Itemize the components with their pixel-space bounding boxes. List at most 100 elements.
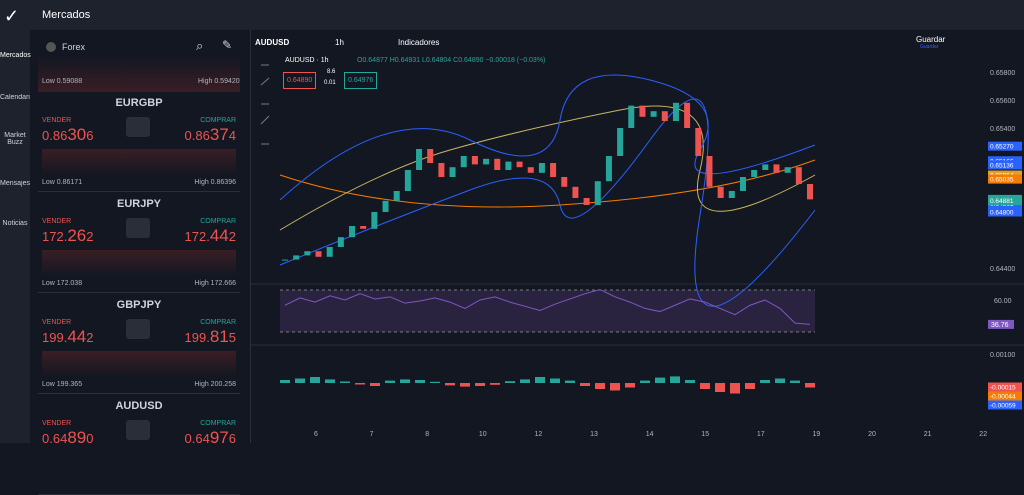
buy-label: COMPRAR [200,420,236,427]
sparkline-bg [42,149,236,175]
candle [639,105,646,117]
nav-item[interactable]: Market Buzz [4,132,26,146]
macd-bar [445,383,455,386]
ohlc: O0.64877 H0.64931 L0.64804 C0.64890 −0.0… [357,57,546,64]
buy-box[interactable]: 0.64976 [344,72,378,89]
x-label: 10 [479,431,487,438]
candle [795,167,802,184]
candle [684,102,691,128]
sell-price[interactable]: 172.262 [42,226,94,245]
candle [438,163,445,177]
symbol-button[interactable]: AUDUSD [255,38,290,47]
macd-bar [685,380,695,383]
macd-badge [988,400,1022,410]
x-label: 12 [535,431,543,438]
sell-box[interactable]: 0.64890 [283,72,317,89]
symbol: EURGBP [115,97,163,109]
macd-bar [280,380,290,383]
sell-label: VENDER [42,319,72,326]
symbol: GBPJPY [116,299,162,311]
price-badge-label: 0.64881 [990,198,1014,205]
sell-label: VENDER [42,420,72,427]
candle [751,170,758,177]
rsi-axis: 60.00 [994,298,1012,305]
symbol: EURJPY [116,198,162,210]
high: High 172.666 [194,280,236,287]
flag [126,420,150,440]
high: High 0.59420 [198,78,240,85]
candle [460,156,467,168]
x-label: 17 [757,431,765,438]
nav-item[interactable]: Noticias [2,220,28,227]
x-label: 19 [813,431,821,438]
save-sub: Guardar [920,44,939,50]
candle [628,105,635,128]
x-label: 21 [924,431,932,438]
candle [695,128,702,156]
search-icon[interactable]: ⌕ [196,38,204,53]
market-card: GBPJPY VENDER COMPRAR 199.442 199.815 Low 199… [38,297,240,394]
macd-bar [490,383,500,385]
bollinger [279,98,816,307]
macd-bar [565,380,575,383]
rsi-badge [988,319,1014,329]
candle [326,247,333,257]
rsi-band [280,290,815,332]
nav-item[interactable]: Mercados [0,52,31,59]
x-label: 15 [701,431,709,438]
macd-bar [475,383,485,386]
price-badge [988,160,1022,170]
edit-icon[interactable]: ✎ [222,38,233,52]
price-badge [988,174,1022,184]
price-badge [988,196,1022,206]
price-badge-label: 0.65270 [990,144,1014,151]
candle [304,251,311,256]
top-card [38,56,240,92]
low: Low 0.86171 [42,179,83,186]
candle [505,161,512,170]
low: Low 0.59088 [42,78,83,85]
macd-bar [610,383,620,391]
sell-price[interactable]: 199.442 [42,327,94,346]
candle [650,111,657,117]
macd-badge [988,382,1022,392]
macd-badge-label: -0.00059 [990,403,1016,410]
logo: ✓ [4,6,20,26]
macd-bar [400,379,410,383]
price-label: 0.65800 [990,70,1015,77]
flag [126,117,150,137]
price-label: 0.65600 [990,98,1015,105]
buy-price: 172.442 [184,226,236,245]
price-chart: 0.65800 0.65600 0.65400 0.64400 0.65270 0.651… [250,64,1024,438]
macd-bar [760,380,770,383]
macd-badge-label: -0.00044 [990,394,1016,401]
nav-item[interactable]: Mensajes [0,180,30,187]
save-button[interactable]: Guardar [916,35,946,44]
candle [561,177,568,187]
sell-label: VENDER [42,117,72,124]
sparkline-bg [42,351,236,377]
forex-icon [46,42,56,52]
macd-axis: 0.00100 [990,352,1015,359]
indicators-button[interactable]: Indicadores [398,38,440,47]
rsi-line [284,288,811,325]
candle [393,191,400,201]
candle [483,158,490,165]
x-label: 22 [979,431,987,438]
x-label: 13 [590,431,598,438]
macd-bar [640,380,650,383]
x-label: 7 [370,431,374,438]
sell-price[interactable]: 0.64890 [42,428,94,447]
candle [315,251,322,257]
interval-button[interactable]: 1h [335,38,344,47]
size: 0.01 [324,80,336,86]
macd-bar [385,380,395,383]
macd-bar [790,380,800,383]
nav-item[interactable]: Calendario [0,94,30,101]
buy-label: COMPRAR [200,218,236,225]
market-card: AUDUSD VENDER COMPRAR 0.64890 0.64976 [38,398,240,495]
sell-price[interactable]: 0.86306 [42,125,94,144]
candle [416,149,423,170]
section-label[interactable]: Forex [62,42,86,52]
symbol: AUDUSD [115,400,163,412]
